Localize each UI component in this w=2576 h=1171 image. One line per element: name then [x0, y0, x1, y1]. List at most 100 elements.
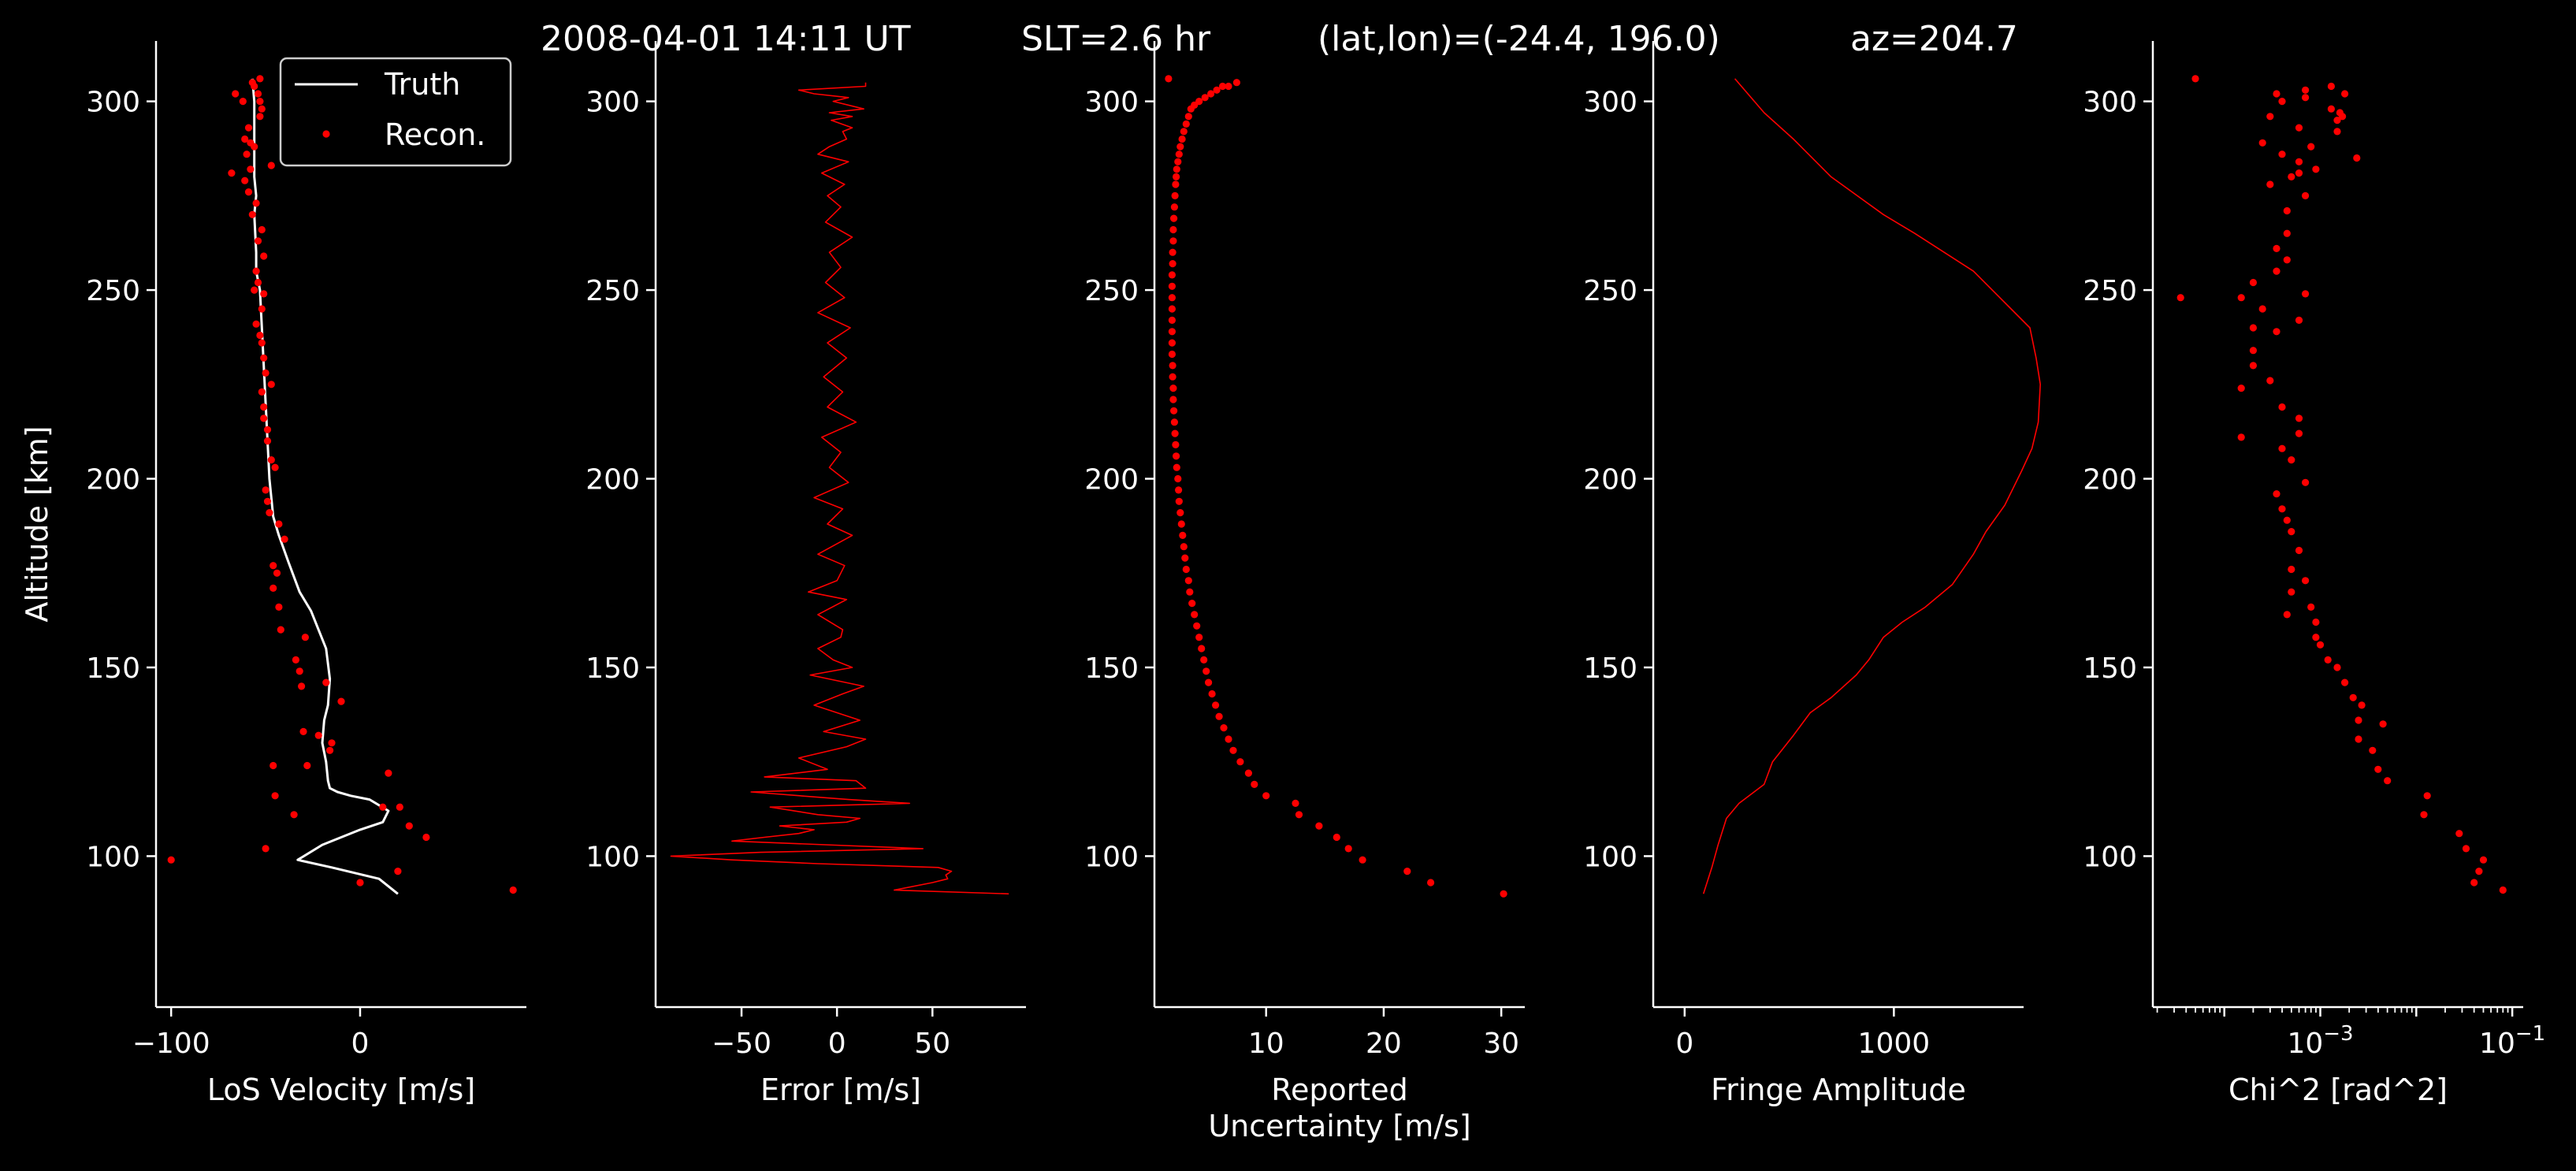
data-point	[1173, 452, 1180, 460]
data-point	[2470, 879, 2478, 887]
y-axis-label: Altitude [km]	[20, 426, 54, 622]
data-point	[2333, 117, 2341, 125]
legend-truth-label: Truth	[384, 67, 460, 102]
y-tick-label: 100	[585, 841, 640, 873]
panel-2: 100 150 200 250 300 −50 0 50 Error [m/s]	[585, 41, 1026, 1107]
data-point	[1174, 158, 1182, 165]
data-point	[239, 98, 247, 106]
data-point	[385, 769, 392, 777]
data-point	[2266, 113, 2274, 121]
data-point	[1168, 328, 1176, 336]
data-point	[2273, 244, 2280, 252]
data-point	[2288, 565, 2295, 574]
y-tick-label: 150	[585, 652, 640, 685]
data-point	[1180, 543, 1188, 551]
data-point	[248, 79, 256, 87]
data-point	[1171, 191, 1179, 199]
data-point	[1184, 577, 1192, 585]
data-point	[2324, 656, 2332, 664]
data-point	[1169, 396, 1177, 403]
data-point	[1225, 82, 1232, 91]
data-point	[2278, 505, 2286, 513]
data-point	[2249, 278, 2257, 287]
data-point	[267, 456, 275, 464]
data-point	[2295, 429, 2303, 437]
data-point	[1175, 151, 1183, 158]
data-point	[2273, 490, 2280, 498]
data-point	[271, 792, 279, 800]
data-point	[232, 90, 240, 98]
data-point	[2273, 267, 2280, 275]
data-point	[1182, 120, 1190, 128]
x-tick-label: 10−3	[2287, 1022, 2353, 1060]
data-point	[269, 562, 277, 570]
data-point	[2176, 294, 2184, 302]
panel-3: 100 150 200 250 300 10 20 30 ReportedUncertainty…	[1084, 41, 1525, 1143]
data-point	[277, 626, 284, 634]
x-axis-label: Error [m/s]	[760, 1072, 921, 1107]
x-tick-label: 10	[1248, 1028, 1284, 1060]
data-point	[292, 656, 299, 664]
data-point	[2278, 151, 2286, 158]
data-point	[1203, 667, 1210, 675]
data-point	[337, 697, 345, 705]
data-point	[2341, 90, 2349, 98]
data-point	[1173, 463, 1180, 471]
data-point	[228, 169, 236, 177]
data-point	[260, 290, 268, 298]
data-point	[258, 388, 266, 396]
panel-4: 100 150 200 250 300 0 1000 Fringe Amplitude	[1583, 41, 2041, 1107]
data-point	[1176, 509, 1184, 517]
x-tick-label: 0	[828, 1028, 846, 1060]
data-point	[1295, 811, 1303, 819]
data-point	[1213, 86, 1221, 94]
data-point	[1168, 305, 1176, 313]
data-point	[1208, 690, 1216, 698]
data-point	[252, 199, 260, 207]
data-point	[1172, 180, 1180, 188]
data-point	[1175, 497, 1183, 505]
y-tick-label: 200	[1084, 464, 1139, 496]
x-tick-label: 0	[1675, 1028, 1693, 1060]
y-tick-label: 100	[86, 841, 140, 873]
data-point	[1205, 678, 1213, 686]
y-tick-label: 300	[585, 87, 640, 119]
data-point	[1184, 113, 1192, 121]
data-point	[256, 113, 264, 121]
data-point	[2355, 716, 2362, 724]
data-point	[1175, 486, 1183, 494]
data-point	[252, 320, 260, 328]
data-point	[269, 761, 277, 770]
data-point	[326, 746, 334, 754]
data-point	[2283, 611, 2291, 619]
y-tick-label: 250	[1583, 275, 1637, 307]
data-point	[1169, 248, 1176, 256]
y-tick-label: 200	[585, 464, 640, 496]
data-point	[262, 369, 269, 377]
data-point	[262, 486, 269, 494]
y-tick-label: 250	[585, 275, 640, 307]
data-point	[301, 634, 309, 641]
data-point	[256, 98, 264, 106]
data-point	[2355, 735, 2362, 743]
data-point	[1169, 260, 1176, 268]
data-point	[1292, 799, 1299, 807]
data-point	[2302, 577, 2310, 585]
figure-title: 2008-04-01 14:11 UT SLT=2.6 hr (lat,lon)…	[541, 19, 2018, 59]
y-tick-label: 250	[86, 275, 140, 307]
data-point	[1170, 203, 1178, 211]
data-point	[298, 682, 306, 690]
data-point	[2283, 229, 2291, 237]
data-point	[1168, 294, 1176, 302]
data-point	[243, 151, 251, 158]
y-tick-label: 100	[2083, 841, 2137, 873]
data-point	[2288, 456, 2295, 464]
data-point	[356, 879, 364, 887]
title-time: 2008-04-01 14:11 UT	[541, 19, 911, 59]
x-tick-label: 1000	[1858, 1028, 1931, 1060]
data-point	[1333, 833, 1340, 842]
data-point	[254, 90, 262, 98]
data-point	[260, 354, 268, 362]
data-point	[1177, 520, 1185, 528]
data-point	[2278, 98, 2286, 106]
